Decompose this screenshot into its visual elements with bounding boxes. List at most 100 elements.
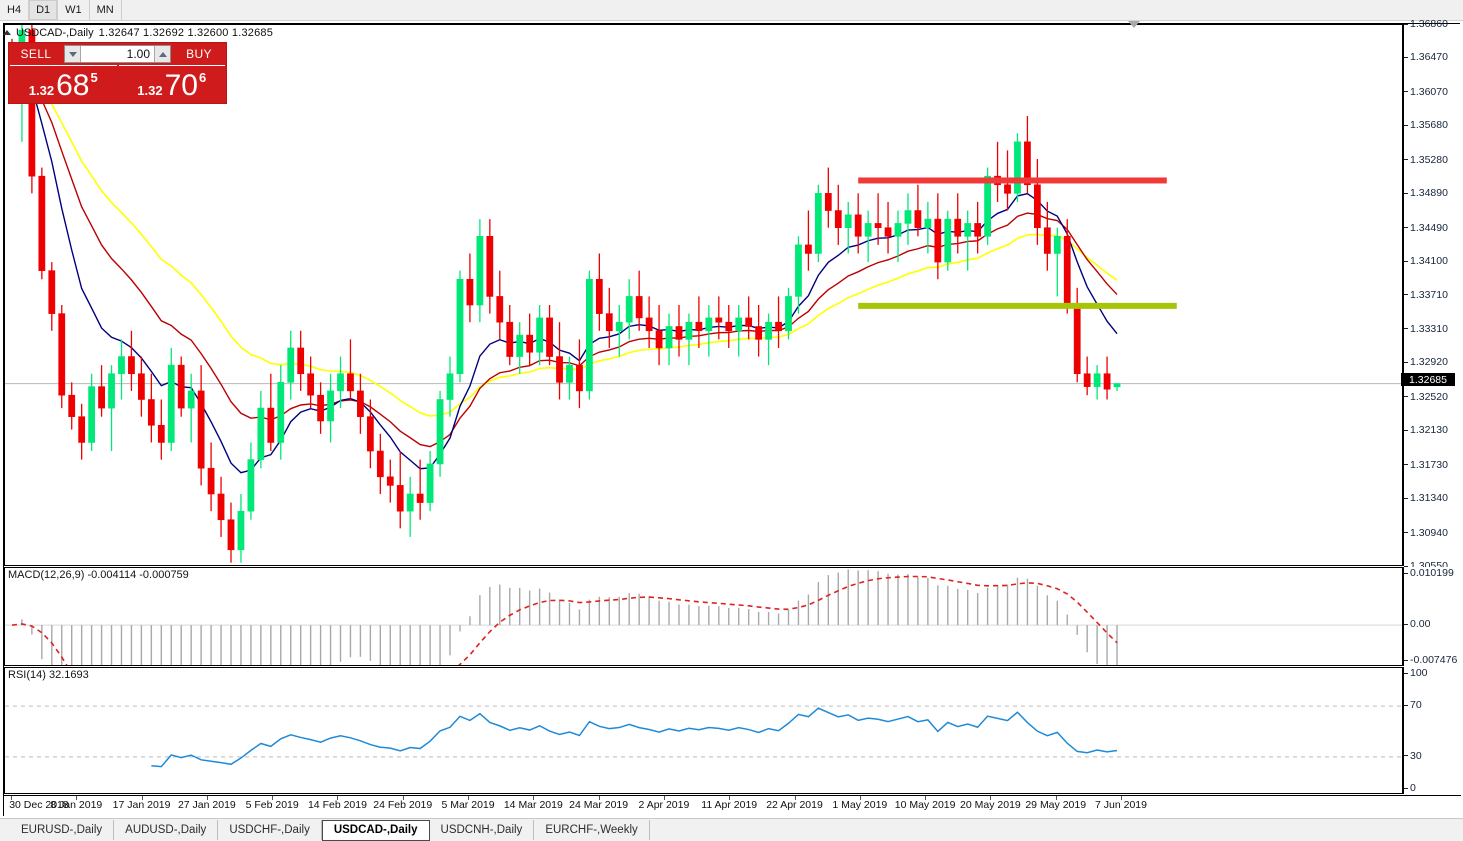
sell-button[interactable]: SELL — [20, 47, 52, 61]
date-label: 29 May 2019 — [1025, 799, 1087, 811]
volume-stepper[interactable]: 1.00 — [64, 45, 171, 63]
date-tick — [141, 796, 143, 800]
date-label: 24 Feb 2019 — [373, 799, 433, 811]
ma-fast-blue-line — [11, 63, 1118, 474]
rsi-tick-100: 100 — [1404, 667, 1462, 679]
date-label: 5 Feb 2019 — [245, 799, 299, 811]
support-level-line — [858, 302, 1177, 309]
chart-ohlc-values: 1.32647 1.32692 1.32600 1.32685 — [98, 26, 274, 39]
macd-tick--0.007476: -0.007476 — [1404, 654, 1462, 666]
chart-symbol-period: USDCAD-,Daily — [16, 26, 94, 39]
date-label: 8 Jan 2019 — [50, 799, 103, 811]
date-label: 14 Feb 2019 — [307, 799, 367, 811]
oct-prices-row: 1.32 68 5 1.32 70 6 — [9, 65, 226, 103]
date-label: 10 May 2019 — [894, 799, 956, 811]
date-tick — [663, 796, 665, 800]
timeframe-w1[interactable]: W1 — [58, 0, 90, 20]
macd-scale[interactable]: 0.010199 0.00 -0.007476 — [1403, 567, 1461, 666]
candlestick-series — [8, 25, 1121, 563]
date-tick — [206, 796, 208, 800]
rsi-pane[interactable]: RSI(14) 32.1693 — [4, 667, 1403, 794]
buy-button[interactable]: BUY — [186, 47, 212, 61]
price-tick-1.34490: 1.34490 — [1404, 222, 1462, 234]
timeframe-h4[interactable]: H4 — [0, 0, 30, 20]
buy-price-superscript: 6 — [198, 70, 207, 85]
rsi-scale[interactable]: 100 70 30 0 — [1403, 667, 1461, 794]
timeframe-d1[interactable]: D1 — [29, 0, 59, 20]
sell-price-box[interactable]: 1.32 68 5 — [10, 65, 117, 102]
symbol-tab-eurusd[interactable]: EURUSD-,Daily — [10, 820, 115, 840]
price-tick-1.33710: 1.33710 — [1404, 289, 1462, 301]
rsi-tick-70: 70 — [1404, 699, 1462, 711]
macd-histogram — [21, 569, 1118, 665]
date-label: 7 Jun 2019 — [1095, 799, 1147, 811]
date-tick — [794, 796, 796, 800]
date-tick — [402, 796, 404, 800]
macd-signal-line — [11, 575, 1118, 665]
symbol-tab-usdchf[interactable]: USDCHF-,Daily — [218, 820, 322, 840]
sell-price-big: 68 — [56, 69, 90, 102]
date-label: 22 Apr 2019 — [766, 799, 823, 811]
symbol-tab-usdcad[interactable]: USDCAD-,Daily — [321, 819, 430, 841]
sell-price-prefix: 1.32 — [28, 83, 55, 98]
date-tick — [990, 796, 992, 800]
buy-price-big: 70 — [164, 69, 198, 102]
volume-increment-button[interactable] — [154, 46, 170, 62]
price-scale[interactable]: 1.36860 1.36470 1.36070 1.35680 1.35280 1.348… — [1403, 18, 1462, 572]
symbol-tab-eurchf[interactable]: EURCHF-,Weekly — [534, 820, 650, 840]
date-tick — [598, 796, 600, 800]
price-tick-1.35280: 1.35280 — [1404, 154, 1462, 166]
rsi-line — [151, 707, 1118, 768]
rsi-tick-0: 0 — [1404, 782, 1462, 794]
date-label: 30 Dec 2018 — [9, 799, 69, 811]
current-price-tag: 1.32685 — [1401, 373, 1455, 386]
price-tick-1.30940: 1.30940 — [1404, 527, 1462, 539]
ma-slow-yellow-line — [11, 69, 1118, 417]
price-tick-1.34890: 1.34890 — [1404, 187, 1462, 199]
volume-input[interactable]: 1.00 — [126, 47, 150, 61]
date-tick — [1055, 796, 1057, 800]
price-tick-1.34100: 1.34100 — [1404, 255, 1462, 267]
price-tick-1.32520: 1.32520 — [1404, 391, 1462, 403]
price-tick-1.31340: 1.31340 — [1404, 492, 1462, 504]
date-label: 24 Mar 2019 — [569, 799, 629, 811]
toolbar-empty-space — [121, 0, 1463, 20]
chevron-down-icon — [68, 51, 77, 57]
rsi-tick-30: 30 — [1404, 750, 1462, 762]
buy-price-box[interactable]: 1.32 70 6 — [118, 65, 225, 102]
date-tick — [272, 796, 274, 800]
date-tick — [729, 796, 731, 800]
price-tick-1.33310: 1.33310 — [1404, 323, 1462, 335]
timeframe-mn[interactable]: MN — [89, 0, 122, 20]
rsi-label: RSI(14) 32.1693 — [8, 669, 89, 681]
date-label: 11 Apr 2019 — [701, 799, 758, 811]
chart-window: MACD(12,26,9) -0.004114 -0.000759 RSI(14… — [3, 18, 1462, 816]
date-tick — [468, 796, 470, 800]
oct-controls-row: SELL 1.00 BUY — [9, 43, 226, 65]
price-tick-1.36470: 1.36470 — [1404, 51, 1462, 63]
price-tick-1.31730: 1.31730 — [1404, 459, 1462, 471]
date-label: 27 Jan 2019 — [177, 799, 236, 811]
chart-header: USDCAD-,Daily 1.32647 1.32692 1.32600 1.… — [3, 26, 273, 39]
symbol-tabbar: EURUSD-,Daily AUDUSD-,Daily USDCHF-,Daily U… — [0, 818, 1463, 841]
symbol-tab-audusd[interactable]: AUDUSD-,Daily — [114, 820, 219, 840]
date-tick — [10, 796, 12, 800]
volume-decrement-button[interactable] — [65, 46, 81, 62]
sell-price-superscript: 5 — [90, 70, 98, 85]
collapse-triangle-icon[interactable] — [3, 30, 11, 35]
chevron-up-icon — [158, 51, 167, 57]
price-pane[interactable] — [4, 24, 1403, 566]
date-tick — [1121, 796, 1122, 800]
price-tick-1.32130: 1.32130 — [1404, 424, 1462, 436]
macd-label: MACD(12,26,9) -0.004114 -0.000759 — [8, 569, 189, 581]
date-axis[interactable]: 30 Dec 2018 8 Jan 2019 17 Jan 2019 27 Jan 2… — [4, 795, 1461, 816]
symbol-tab-usdcnh[interactable]: USDCNH-,Daily — [430, 820, 535, 840]
price-tick-1.36070: 1.36070 — [1404, 86, 1462, 98]
date-tick — [337, 796, 339, 800]
macd-pane[interactable]: MACD(12,26,9) -0.004114 -0.000759 — [4, 567, 1403, 666]
chart-scroll-marker-icon — [1128, 21, 1140, 28]
timeframe-toolbar: H4 D1 W1 MN — [0, 0, 1463, 21]
date-label: 14 Mar 2019 — [503, 799, 563, 811]
date-label: 17 Jan 2019 — [112, 799, 171, 811]
